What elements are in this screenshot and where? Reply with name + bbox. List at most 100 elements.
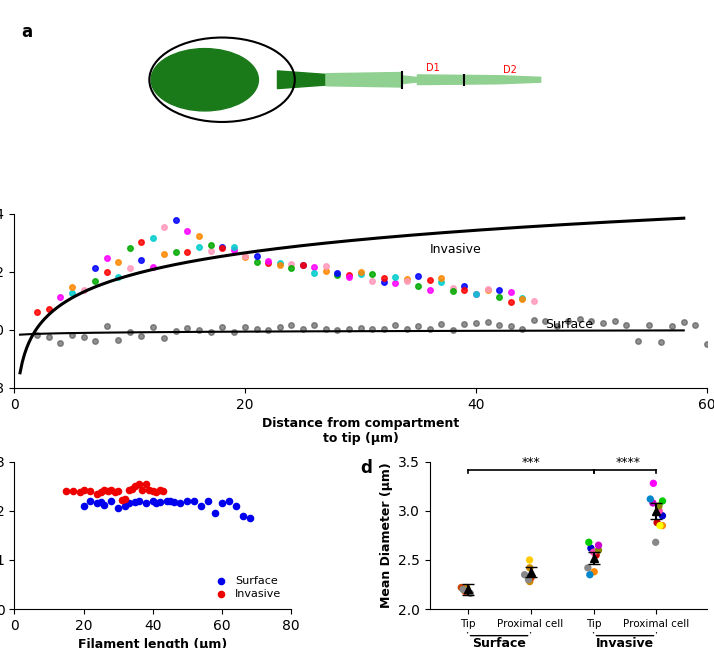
Point bbox=[159, 222, 170, 233]
Point bbox=[274, 258, 286, 268]
Point bbox=[528, 296, 540, 307]
Point bbox=[332, 268, 343, 278]
Point bbox=[366, 275, 378, 286]
Point bbox=[493, 292, 505, 303]
Point bbox=[113, 503, 124, 514]
Point bbox=[147, 496, 159, 506]
Point bbox=[505, 287, 516, 297]
Point bbox=[181, 226, 193, 236]
Point bbox=[366, 268, 378, 279]
Point bbox=[424, 274, 436, 284]
Point bbox=[528, 315, 540, 325]
Point bbox=[458, 318, 470, 329]
Point bbox=[205, 246, 216, 257]
Point bbox=[239, 251, 251, 261]
Point bbox=[164, 496, 176, 506]
Point bbox=[123, 498, 134, 509]
Point bbox=[332, 325, 343, 336]
Point bbox=[582, 562, 593, 573]
Point bbox=[274, 322, 286, 332]
Point bbox=[678, 317, 690, 327]
Point bbox=[113, 272, 124, 282]
Point bbox=[101, 321, 112, 331]
Point bbox=[526, 572, 537, 583]
Point bbox=[424, 284, 436, 295]
Point bbox=[85, 486, 96, 496]
Point bbox=[286, 319, 297, 330]
Point bbox=[263, 256, 274, 266]
Point bbox=[216, 243, 228, 253]
Point bbox=[91, 498, 103, 509]
Point bbox=[66, 288, 78, 299]
Point bbox=[401, 274, 413, 284]
Point bbox=[458, 284, 470, 295]
Point bbox=[593, 540, 604, 550]
Point bbox=[413, 271, 424, 281]
Point bbox=[585, 316, 597, 326]
Point bbox=[355, 323, 366, 333]
Point bbox=[55, 292, 66, 302]
Point bbox=[332, 270, 343, 281]
Point bbox=[216, 322, 228, 332]
Point bbox=[251, 257, 263, 268]
Y-axis label: Mean Diameter (μm): Mean Diameter (μm) bbox=[380, 463, 393, 608]
Point bbox=[413, 281, 424, 292]
Point bbox=[154, 485, 166, 495]
Point bbox=[193, 325, 205, 336]
Point bbox=[651, 518, 663, 528]
Point bbox=[124, 262, 136, 273]
Point bbox=[101, 253, 112, 264]
Point bbox=[524, 577, 536, 587]
Point bbox=[524, 555, 536, 565]
Point bbox=[113, 486, 124, 496]
Point bbox=[653, 505, 665, 516]
Point bbox=[154, 497, 166, 507]
Point bbox=[653, 501, 665, 511]
Point bbox=[147, 486, 159, 496]
Point bbox=[657, 496, 668, 506]
Point bbox=[251, 251, 263, 261]
Point bbox=[598, 318, 609, 328]
Point bbox=[158, 486, 169, 496]
Point bbox=[113, 257, 124, 268]
Point bbox=[355, 268, 366, 279]
Text: Invasive: Invasive bbox=[430, 243, 481, 256]
Point bbox=[297, 259, 308, 270]
Point bbox=[286, 259, 297, 269]
Point bbox=[643, 319, 655, 330]
Point bbox=[465, 588, 476, 599]
Point bbox=[378, 273, 389, 283]
Point bbox=[251, 323, 263, 334]
Point bbox=[124, 243, 136, 253]
Point bbox=[355, 266, 366, 277]
Point bbox=[447, 283, 458, 294]
Text: d: d bbox=[361, 459, 373, 477]
Point bbox=[390, 320, 401, 330]
X-axis label: Distance from compartment
to tip (μm): Distance from compartment to tip (μm) bbox=[262, 417, 459, 445]
Point bbox=[95, 497, 106, 507]
Point bbox=[343, 272, 355, 282]
Point bbox=[436, 273, 447, 283]
Point bbox=[44, 304, 55, 314]
Point bbox=[505, 321, 516, 331]
Point bbox=[505, 297, 516, 307]
Point bbox=[31, 307, 43, 318]
Point bbox=[583, 537, 595, 548]
Point bbox=[471, 288, 482, 299]
Point bbox=[99, 500, 110, 510]
Point bbox=[124, 327, 136, 337]
Point bbox=[78, 501, 89, 511]
Point bbox=[85, 496, 96, 506]
Point bbox=[170, 215, 181, 226]
Point bbox=[181, 323, 193, 333]
Point bbox=[690, 319, 701, 330]
Point bbox=[130, 497, 141, 507]
Point bbox=[378, 323, 389, 334]
Point bbox=[588, 566, 600, 577]
Point bbox=[89, 336, 101, 346]
Point bbox=[196, 501, 207, 511]
Point bbox=[130, 481, 141, 491]
Point bbox=[78, 485, 89, 495]
Point bbox=[667, 321, 678, 331]
Point bbox=[524, 562, 536, 573]
